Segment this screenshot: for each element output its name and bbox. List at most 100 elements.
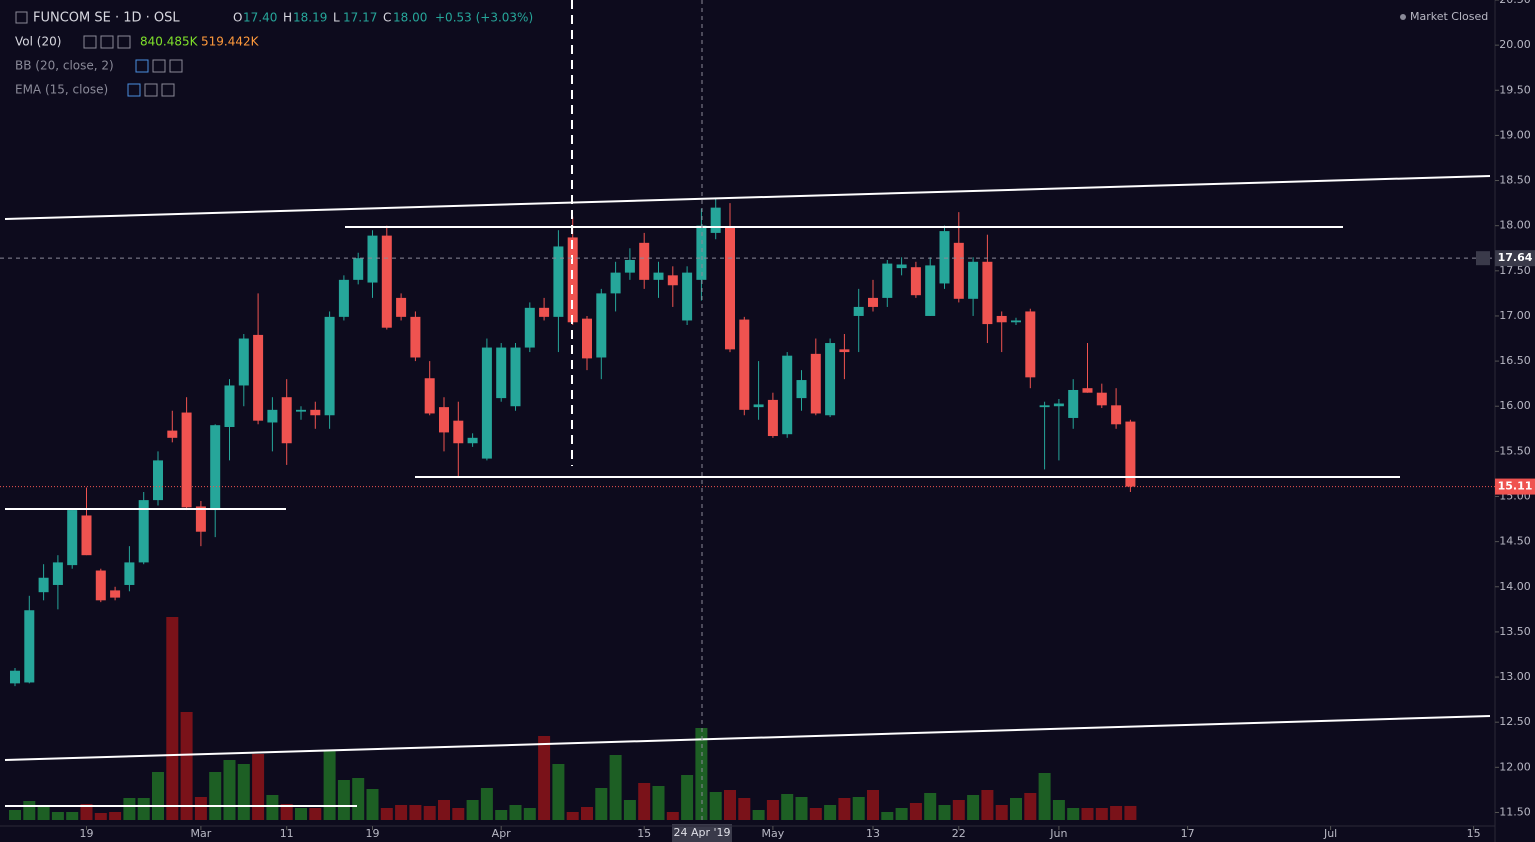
price-axis — [1495, 0, 1535, 842]
candle-body — [1053, 403, 1064, 407]
volume-bar — [981, 790, 994, 820]
icon[interactable] — [117, 35, 131, 49]
x-tick-label: 11 — [280, 827, 294, 840]
volume-bar — [66, 812, 79, 820]
icon[interactable] — [135, 59, 149, 73]
candle-body — [853, 306, 864, 316]
y-tick-label: 13.50 — [1499, 625, 1531, 638]
x-tick-label: Jul — [1323, 827, 1337, 840]
candle-body — [10, 670, 20, 684]
volume-bar — [323, 751, 336, 820]
ohlc-value: 18.00 — [393, 11, 427, 25]
volume-bar — [809, 808, 822, 820]
candle-body — [725, 226, 735, 350]
volume-bar — [194, 797, 207, 820]
volume-bar — [1038, 773, 1051, 820]
volume-bar — [781, 794, 794, 820]
volume-bar — [867, 790, 879, 820]
ohlc-value: 17.17 — [343, 11, 377, 25]
y-tick-label: 15.50 — [1499, 444, 1531, 457]
candle-body — [953, 242, 964, 299]
crosshair-plus[interactable] — [1476, 251, 1490, 266]
icon[interactable] — [100, 35, 114, 49]
candle-body — [839, 349, 850, 353]
candle-body — [24, 610, 35, 683]
volume-bar — [51, 812, 64, 820]
ohlc-label: H — [283, 11, 292, 25]
crosshair-price-label: 17.64 — [1498, 251, 1533, 264]
y-tick-label: 16.50 — [1499, 354, 1531, 367]
candle-body — [167, 430, 178, 438]
x-tick-label: 15 — [637, 827, 651, 840]
volume-bar — [938, 805, 951, 820]
candle-body — [682, 272, 693, 321]
candle-body — [868, 297, 878, 307]
volume-bar — [924, 793, 937, 820]
icon[interactable] — [144, 83, 158, 97]
candle-body — [639, 242, 650, 280]
volume-bar — [152, 772, 164, 820]
candle-body — [567, 237, 578, 323]
icon[interactable] — [152, 59, 166, 73]
candle-body — [1068, 389, 1079, 418]
candle-body — [825, 343, 836, 416]
volume-bar — [1010, 798, 1022, 820]
candle-body — [481, 347, 492, 459]
y-tick-label: 20.00 — [1499, 38, 1531, 51]
collapse-icon[interactable] — [15, 11, 28, 24]
y-tick-label: 14.50 — [1499, 535, 1531, 548]
volume-bar — [438, 800, 450, 820]
x-tick-label: 22 — [952, 827, 966, 840]
candle-body — [1125, 421, 1136, 487]
y-tick-label: 17.00 — [1499, 309, 1531, 322]
candle-body — [710, 207, 721, 233]
x-tick-label: 13 — [866, 827, 880, 840]
volume-bar — [895, 808, 908, 820]
volume-bar — [1052, 800, 1065, 820]
volume-bar — [295, 808, 307, 820]
candle-body — [539, 307, 550, 317]
candle-body — [338, 279, 349, 317]
volume-bar — [752, 810, 765, 820]
volume-bar — [795, 797, 808, 820]
candle-body — [253, 334, 264, 421]
volume-bar — [166, 617, 179, 820]
candle-body — [696, 225, 707, 280]
volume-last: 519.442K — [201, 35, 260, 49]
volume-bar — [223, 760, 236, 820]
volume-bar — [1110, 806, 1123, 820]
candle-body — [124, 562, 135, 585]
candle-body — [624, 259, 635, 273]
volume-bar — [94, 813, 107, 820]
volume-bar — [137, 798, 150, 820]
volume-bar — [609, 755, 622, 820]
volume-bar — [1067, 808, 1080, 820]
volume-bar — [9, 810, 21, 820]
volume-name: Vol (20) — [15, 35, 61, 49]
volume-bar — [824, 805, 837, 820]
last-price-label: 15.11 — [1498, 480, 1533, 493]
candle-body — [496, 347, 507, 399]
volume-bar — [523, 808, 536, 820]
icon[interactable] — [161, 83, 175, 97]
candle-body — [553, 246, 564, 317]
volume-bar — [838, 798, 851, 820]
candle-body — [882, 263, 893, 298]
crosshair-date-box — [672, 824, 732, 842]
volume-bar — [652, 786, 665, 820]
icon[interactable] — [127, 83, 141, 97]
volume-bar — [909, 803, 922, 820]
y-tick-label: 16.00 — [1499, 399, 1531, 412]
volume-bar — [423, 806, 436, 820]
volume-bar — [709, 792, 722, 820]
icon[interactable] — [83, 35, 97, 49]
candle-body — [510, 347, 521, 407]
volume-bar — [37, 807, 50, 820]
icon[interactable] — [169, 59, 183, 73]
volume-bar — [538, 736, 551, 820]
status-dot — [1400, 14, 1406, 20]
trendline — [4, 715, 1491, 761]
volume-bar — [123, 798, 136, 820]
candle-body — [1025, 311, 1036, 378]
